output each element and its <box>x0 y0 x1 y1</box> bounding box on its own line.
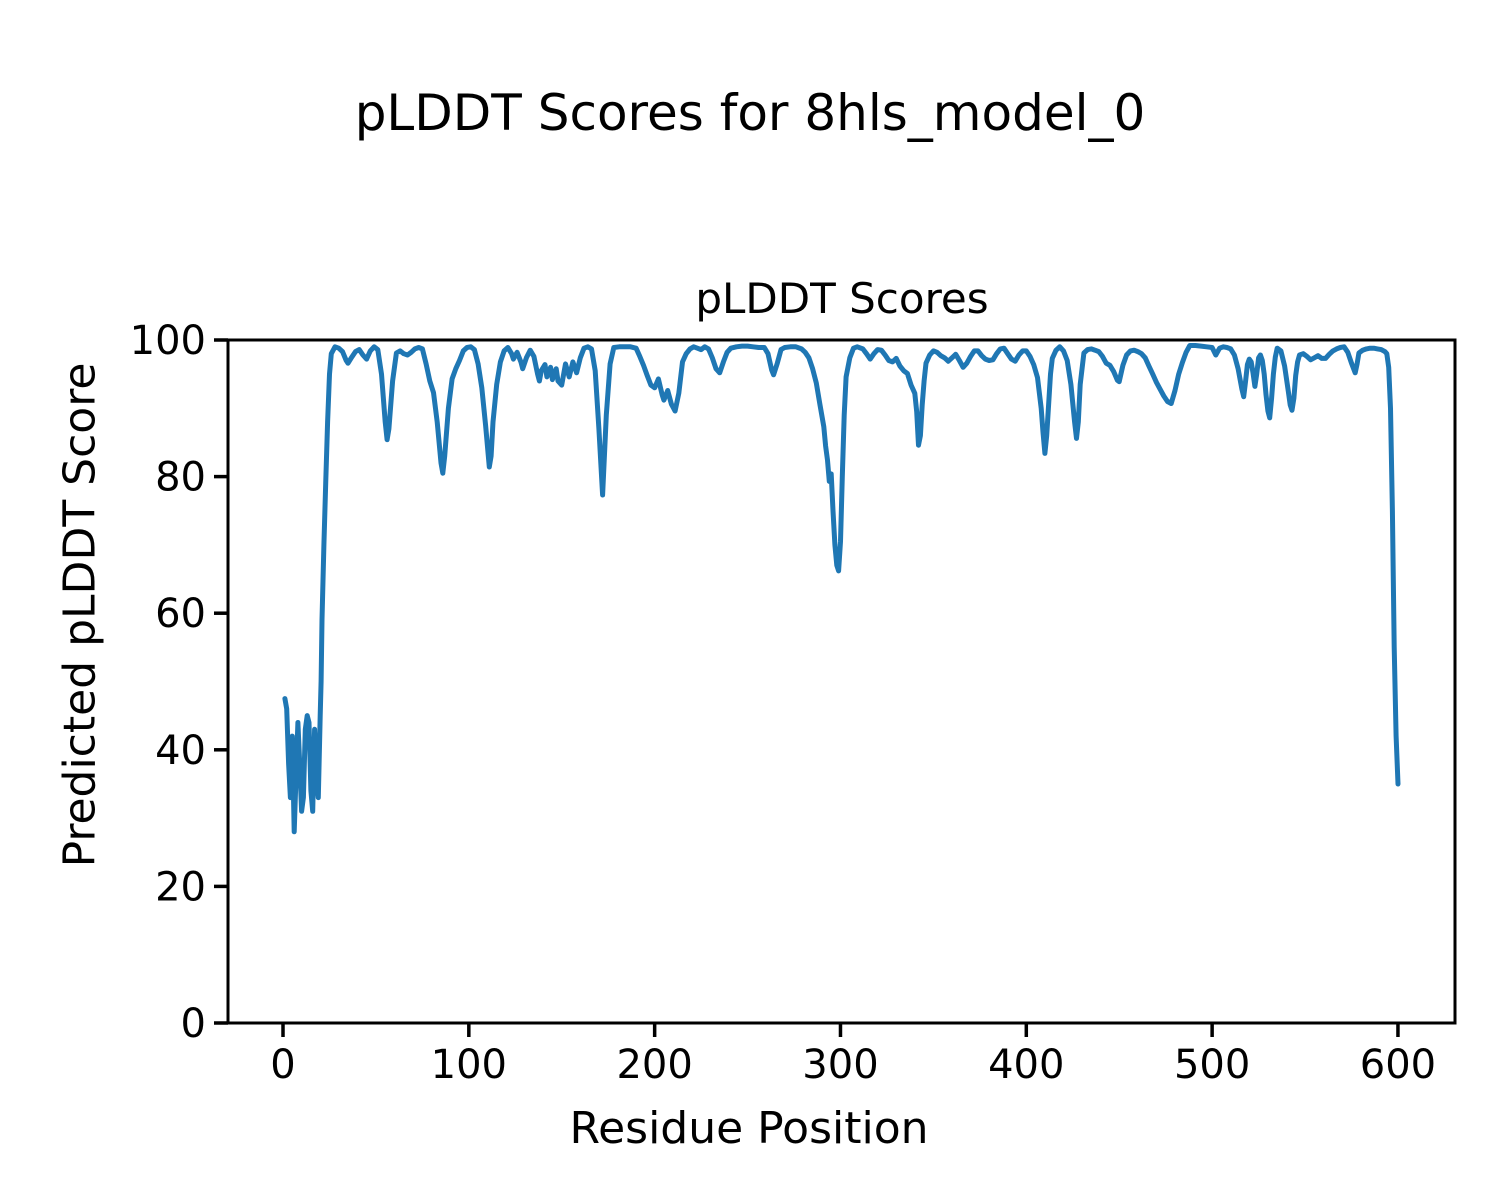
y-tick-label: 100 <box>130 318 206 364</box>
x-axis-label: Residue Position <box>569 1103 929 1154</box>
plddt-line-series <box>282 343 1401 835</box>
y-tick-label: 60 <box>155 591 206 637</box>
y-tick-label: 40 <box>155 728 206 774</box>
y-tick-label: 80 <box>155 455 206 501</box>
axes-frame <box>226 338 1457 1025</box>
y-tick-label: 20 <box>155 864 206 910</box>
x-tick-label: 100 <box>431 1042 507 1088</box>
y-tick-label: 0 <box>181 1001 206 1047</box>
x-tick-label: 200 <box>616 1042 692 1088</box>
x-tick-label: 300 <box>802 1042 878 1088</box>
axis-ticks: 0 100 200 300 400 500 600 0 20 40 60 80 100 <box>130 318 1436 1088</box>
figure-title: pLDDT Scores for 8hls_model_0 <box>354 84 1146 142</box>
axes-title: pLDDT Scores <box>695 274 989 323</box>
x-tick-label: 500 <box>1174 1042 1250 1088</box>
x-tick-label: 400 <box>988 1042 1064 1088</box>
x-tick-label: 600 <box>1360 1042 1436 1088</box>
x-tick-label: 0 <box>270 1042 295 1088</box>
